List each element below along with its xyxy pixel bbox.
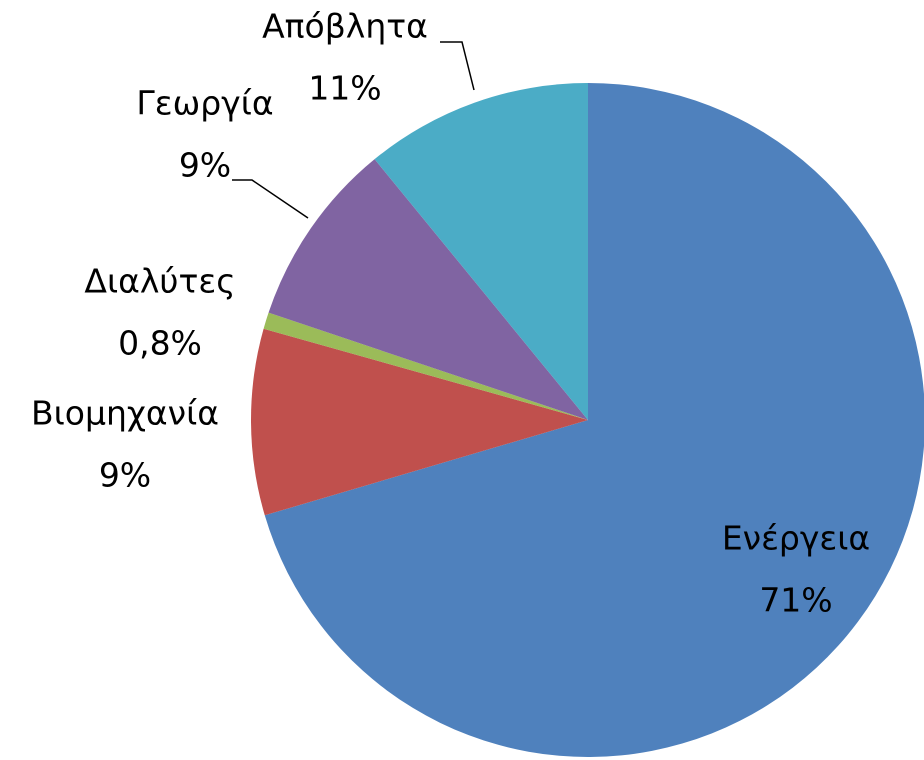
slice-value-label: 9% (99, 456, 151, 495)
pie-slice (374, 83, 588, 420)
slice-value-label: 0,8% (118, 324, 202, 363)
slice-label: Απόβλητα (262, 7, 428, 46)
slice-label: Βιομηχανία (31, 394, 219, 433)
pie-slice (264, 83, 924, 757)
leader-line (440, 41, 475, 91)
slice-label: Διαλύτες (84, 262, 235, 301)
slice-value-label: 71% (759, 581, 832, 620)
slice-label: Ενέργεια (722, 519, 870, 558)
pie-slice (268, 159, 588, 420)
slice-value-label: 9% (179, 146, 231, 185)
leader-line (232, 179, 309, 219)
pie-slice (263, 312, 588, 420)
slice-value-label: 11% (308, 69, 381, 108)
pie-slice (251, 328, 588, 516)
slice-label: Γεωργία (136, 84, 273, 123)
